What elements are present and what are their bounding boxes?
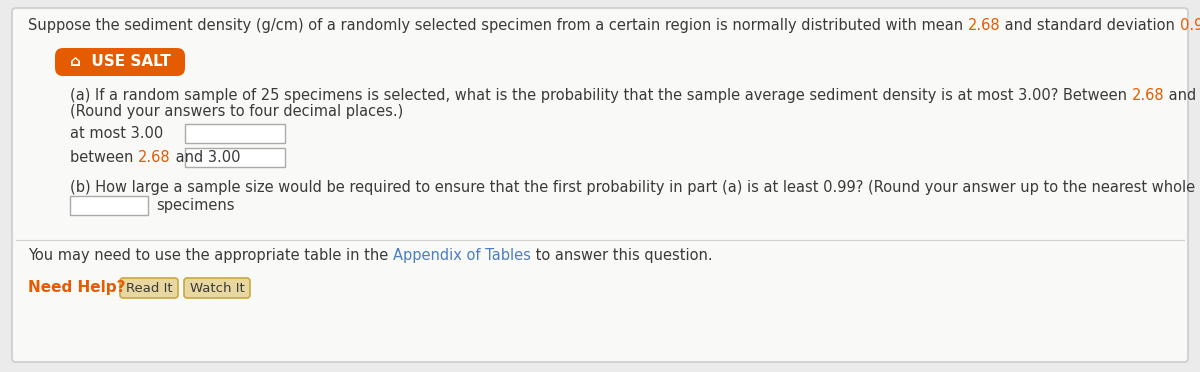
Text: and 3.00: and 3.00 — [170, 150, 240, 165]
FancyBboxPatch shape — [12, 8, 1188, 362]
Text: (b) How large a sample size would be required to ensure that the first probabili: (b) How large a sample size would be req… — [70, 180, 1200, 195]
Text: You may need to use the appropriate table in the: You may need to use the appropriate tabl… — [28, 248, 392, 263]
FancyBboxPatch shape — [120, 278, 178, 298]
FancyBboxPatch shape — [184, 278, 250, 298]
Text: to answer this question.: to answer this question. — [530, 248, 713, 263]
Text: (a) If a random sample of 25 specimens is selected, what is the probability that: (a) If a random sample of 25 specimens i… — [70, 88, 1132, 103]
Text: Read It: Read It — [126, 282, 173, 295]
Text: Need Help?: Need Help? — [28, 280, 126, 295]
Text: Suppose the sediment density (g/cm) of a randomly selected specimen from a certa: Suppose the sediment density (g/cm) of a… — [28, 18, 967, 33]
Text: (Round your answers to four decimal places.): (Round your answers to four decimal plac… — [70, 104, 403, 119]
Text: Watch It: Watch It — [190, 282, 245, 295]
Text: ⌂  USE SALT: ⌂ USE SALT — [70, 55, 170, 70]
Text: between: between — [70, 150, 138, 165]
Bar — [185, 124, 286, 143]
Text: 2.68: 2.68 — [967, 18, 1001, 33]
Text: and 3.00?: and 3.00? — [1164, 88, 1200, 103]
Text: Appendix of Tables: Appendix of Tables — [392, 248, 530, 263]
Text: 2.68: 2.68 — [138, 150, 170, 165]
Text: and standard deviation: and standard deviation — [1001, 18, 1180, 33]
Text: 0.93: 0.93 — [1180, 18, 1200, 33]
Text: specimens: specimens — [156, 198, 234, 213]
FancyBboxPatch shape — [55, 48, 185, 76]
Text: 2.68: 2.68 — [1132, 88, 1164, 103]
Bar — [70, 196, 148, 215]
Bar — [185, 148, 286, 167]
Text: at most 3.00: at most 3.00 — [70, 126, 163, 141]
